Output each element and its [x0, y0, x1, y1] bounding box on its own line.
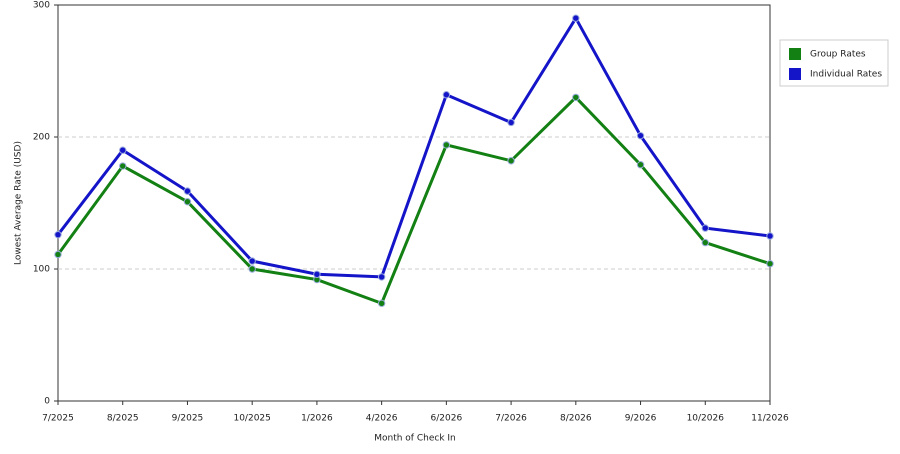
- data-point: [766, 232, 774, 240]
- data-point: [572, 14, 580, 22]
- legend-swatch: [789, 68, 801, 80]
- x-tick-label: 4/2026: [366, 414, 398, 424]
- x-tick-label: 9/2026: [625, 414, 657, 424]
- data-point: [636, 131, 645, 140]
- data-point: [636, 161, 645, 169]
- data-point: [54, 230, 62, 239]
- x-tick-label: 7/2025: [42, 414, 74, 424]
- y-tick-label: 0: [44, 397, 50, 407]
- y-tick-label: 300: [33, 1, 50, 11]
- data-point: [442, 141, 451, 149]
- data-point: [54, 250, 62, 259]
- legend-swatch: [789, 48, 801, 60]
- x-tick-label: 7/2026: [495, 414, 527, 424]
- x-tick-label: 6/2026: [431, 414, 463, 424]
- x-tick-label: 11/2026: [751, 414, 789, 424]
- data-point: [507, 157, 515, 165]
- data-point: [766, 260, 774, 268]
- x-tick-label: 10/2025: [233, 414, 270, 424]
- series-line: [56, 95, 771, 306]
- data-point: [701, 224, 709, 232]
- data-point: [377, 299, 386, 308]
- plot-area: [57, 4, 771, 402]
- data-point: [183, 187, 192, 195]
- data-point: [119, 162, 127, 170]
- data-point: [119, 146, 127, 154]
- y-axis-label: Lowest Average Rate (USD): [14, 141, 24, 265]
- data-point: [507, 118, 515, 127]
- data-point: [248, 257, 256, 265]
- data-point: [442, 91, 451, 99]
- legend-label: Individual Rates: [810, 70, 882, 80]
- data-point: [248, 265, 256, 273]
- data-point: [313, 270, 321, 278]
- x-axis-label: Month of Check In: [374, 434, 456, 444]
- data-point: [183, 197, 192, 206]
- data-point: [377, 273, 386, 281]
- x-tick-label: 8/2026: [560, 414, 592, 424]
- y-tick-label: 200: [33, 133, 50, 143]
- data-point: [701, 238, 709, 247]
- x-tick-label: 9/2025: [172, 414, 204, 424]
- legend-label: Group Rates: [810, 50, 866, 60]
- y-tick-label: 100: [33, 265, 50, 275]
- x-tick-label: 10/2026: [687, 414, 725, 424]
- x-tick-label: 1/2026: [301, 414, 333, 424]
- x-tick-label: 8/2025: [107, 414, 139, 424]
- data-point: [572, 93, 580, 102]
- series-line: [56, 15, 771, 279]
